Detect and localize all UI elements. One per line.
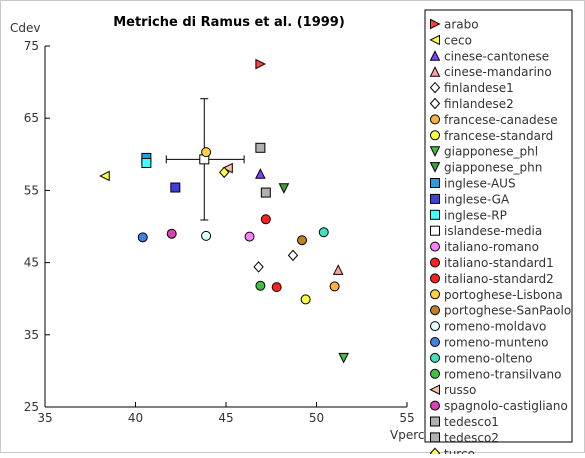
data-point (261, 215, 270, 224)
y-tick-label: 55 (24, 183, 39, 197)
x-tick-label: 40 (128, 411, 143, 425)
data-point (330, 282, 339, 291)
legend-marker (431, 433, 440, 442)
legend-marker (431, 290, 440, 299)
data-point (142, 158, 151, 167)
x-axis-label: Vperc (390, 428, 424, 442)
legend-label: cinese-mandarino (444, 65, 552, 79)
x-tick-label: 50 (309, 411, 324, 425)
data-point (171, 183, 180, 192)
data-point (167, 229, 176, 238)
legend-label: arabo (444, 18, 479, 32)
legend-marker (431, 115, 440, 124)
legend-label: inglese-GA (444, 192, 510, 206)
legend-marker (431, 306, 440, 315)
legend-label: islandese-media (444, 224, 542, 238)
y-axis-label: Cdev (10, 21, 40, 35)
chart-title: Metriche di Ramus et al. (1999) (113, 15, 345, 30)
legend-label: romeno-moldavo (444, 320, 546, 334)
y-tick-label: 45 (24, 256, 39, 270)
x-tick-label: 35 (37, 411, 52, 425)
legend-marker (431, 242, 440, 251)
legend-label: italiano-romano (444, 240, 539, 254)
legend-label: finlandese1 (444, 81, 514, 95)
legend-marker (431, 179, 440, 188)
legend-label: cinese-cantonese (444, 49, 549, 63)
legend-label: tedesco1 (444, 415, 499, 429)
legend-marker (431, 401, 440, 410)
data-point (298, 236, 307, 245)
data-point (334, 265, 343, 274)
legend-marker (431, 226, 440, 235)
legend-marker (431, 448, 440, 454)
data-point (301, 295, 310, 304)
legend-label: russo (444, 383, 476, 397)
legend-marker (431, 417, 440, 426)
legend-label: inglese-RP (444, 208, 507, 222)
legend-label: italiano-standard1 (444, 256, 554, 270)
y-tick-label: 25 (24, 400, 39, 414)
data-point (288, 250, 297, 260)
legend-marker (431, 274, 440, 283)
legend-marker (431, 353, 440, 362)
data-point (138, 233, 147, 242)
legend-label: finlandese2 (444, 97, 514, 111)
legend-label: francese-standard (444, 129, 553, 143)
data-point (245, 232, 254, 241)
x-tick-label: 45 (218, 411, 233, 425)
legend-marker (431, 322, 440, 331)
legend-label: tedesco2 (444, 431, 499, 445)
x-tick-label: 55 (399, 411, 414, 425)
legend-marker (431, 338, 440, 347)
data-point (256, 143, 265, 152)
legend-label: giapponese_phn (444, 161, 542, 175)
data-point (261, 188, 270, 197)
legend-label: inglese-AUS (444, 177, 516, 191)
data-point (256, 169, 265, 178)
data-point (254, 262, 263, 272)
legend-label: portoghese-Lisbona (444, 288, 563, 302)
legend-label: romeno-olteno (444, 351, 533, 365)
legend-label: francese-canadese (444, 113, 558, 127)
y-tick-label: 75 (24, 39, 39, 53)
legend-label: romeno-munteno (444, 336, 549, 350)
data-point (202, 231, 211, 240)
data-point (279, 184, 288, 193)
y-tick-label: 65 (24, 111, 39, 125)
legend-marker (431, 210, 440, 219)
legend-label: romeno-transilvano (444, 367, 562, 381)
legend-label: giapponese_phl (444, 145, 538, 159)
legend-marker (431, 258, 440, 267)
legend-marker (431, 194, 440, 203)
data-point (339, 353, 348, 362)
legend-label: italiano-standard2 (444, 272, 554, 286)
legend-label: portoghese-SanPaolo (444, 304, 571, 318)
y-tick-label: 35 (24, 328, 39, 342)
legend-marker (431, 369, 440, 378)
data-point (256, 281, 265, 290)
data-point (256, 60, 265, 69)
data-point (319, 228, 328, 237)
legend-label: ceco (444, 33, 472, 47)
legend-marker (431, 131, 440, 140)
legend-label: spagnolo-castigliano (444, 399, 568, 413)
data-point (100, 171, 109, 180)
data-point (272, 283, 281, 292)
data-point (202, 148, 211, 157)
